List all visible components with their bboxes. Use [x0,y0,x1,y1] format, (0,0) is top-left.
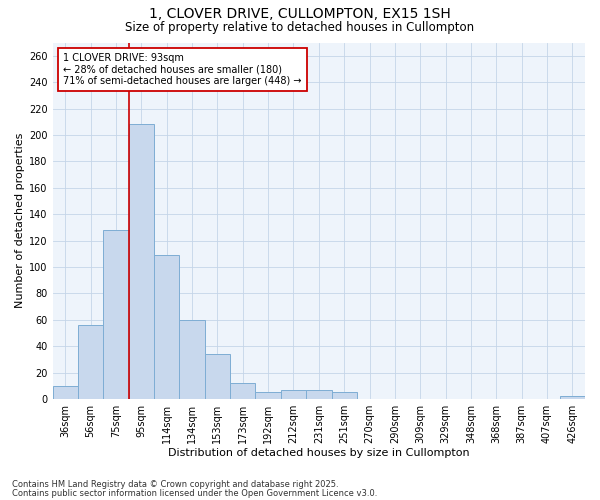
Text: 1, CLOVER DRIVE, CULLOMPTON, EX15 1SH: 1, CLOVER DRIVE, CULLOMPTON, EX15 1SH [149,8,451,22]
X-axis label: Distribution of detached houses by size in Cullompton: Distribution of detached houses by size … [168,448,470,458]
Bar [560,396,585,399]
Text: Size of property relative to detached houses in Cullompton: Size of property relative to detached ho… [125,21,475,34]
Bar [256,392,281,399]
Bar [78,325,103,399]
Bar [281,390,306,399]
Text: Contains public sector information licensed under the Open Government Licence v3: Contains public sector information licen… [12,488,377,498]
Bar [205,354,230,399]
Bar [179,320,205,399]
Bar [306,390,332,399]
Text: 1 CLOVER DRIVE: 93sqm
← 28% of detached houses are smaller (180)
71% of semi-det: 1 CLOVER DRIVE: 93sqm ← 28% of detached … [63,53,302,86]
Bar [53,386,78,399]
Bar [332,392,357,399]
Bar [230,383,256,399]
Y-axis label: Number of detached properties: Number of detached properties [15,133,25,308]
Bar [103,230,129,399]
Bar [154,255,179,399]
Bar [129,124,154,399]
Text: Contains HM Land Registry data © Crown copyright and database right 2025.: Contains HM Land Registry data © Crown c… [12,480,338,489]
